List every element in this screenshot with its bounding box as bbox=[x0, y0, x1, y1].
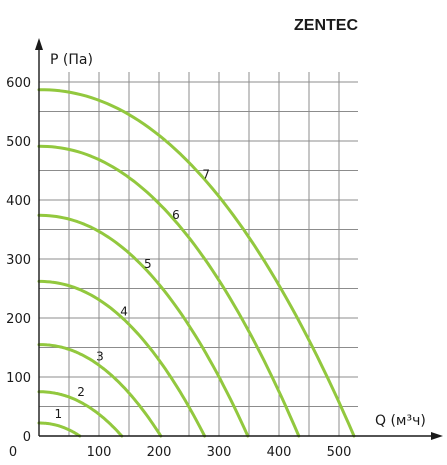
curve-2 bbox=[37, 390, 124, 438]
x-axis-title: Q (м³ч) bbox=[375, 413, 426, 429]
curve-label-3: 3 bbox=[96, 350, 104, 364]
curve-3 bbox=[37, 343, 163, 438]
curve-1 bbox=[37, 421, 82, 438]
curve-label-7: 7 bbox=[202, 167, 210, 181]
chart-axes bbox=[35, 38, 443, 440]
y-tick-label: 200 bbox=[6, 312, 31, 327]
y-tick-label: 100 bbox=[6, 371, 31, 386]
x-tick-label: 200 bbox=[147, 445, 172, 460]
curve-label-4: 4 bbox=[120, 304, 128, 318]
curve-5 bbox=[37, 213, 250, 438]
y-axis-title: P (Па) bbox=[50, 52, 93, 68]
chart-curves bbox=[37, 88, 356, 438]
curve-label-6: 6 bbox=[172, 208, 180, 222]
x-axis-arrow-icon bbox=[431, 432, 443, 440]
curve-labels: 1 2 3 4 5 6 7 bbox=[54, 167, 210, 420]
curve-7 bbox=[37, 88, 356, 438]
y-tick-label: 600 bbox=[6, 76, 31, 91]
y-axis-arrow-icon bbox=[35, 38, 43, 50]
x-tick-label: 500 bbox=[327, 445, 352, 460]
x-tick-label: 400 bbox=[267, 445, 292, 460]
x-tick-label: 100 bbox=[87, 445, 112, 460]
y-tick-label: 0 bbox=[23, 430, 31, 445]
chart-ticks: 0 100 200 300 400 500 600 0 100 200 300 400 500 bbox=[6, 76, 351, 460]
x-tick-label: 0 bbox=[9, 445, 17, 460]
curve-label-1: 1 bbox=[54, 407, 62, 421]
curve-4 bbox=[37, 279, 207, 438]
brand-logo: ZENTEC bbox=[294, 17, 358, 34]
chart-grid bbox=[38, 72, 358, 437]
y-tick-label: 300 bbox=[6, 253, 31, 268]
curve-label-5: 5 bbox=[144, 257, 152, 271]
curve-label-2: 2 bbox=[77, 385, 85, 399]
y-tick-label: 400 bbox=[6, 194, 31, 209]
curve-6 bbox=[37, 144, 301, 438]
x-tick-label: 300 bbox=[207, 445, 232, 460]
y-tick-label: 500 bbox=[6, 135, 31, 150]
